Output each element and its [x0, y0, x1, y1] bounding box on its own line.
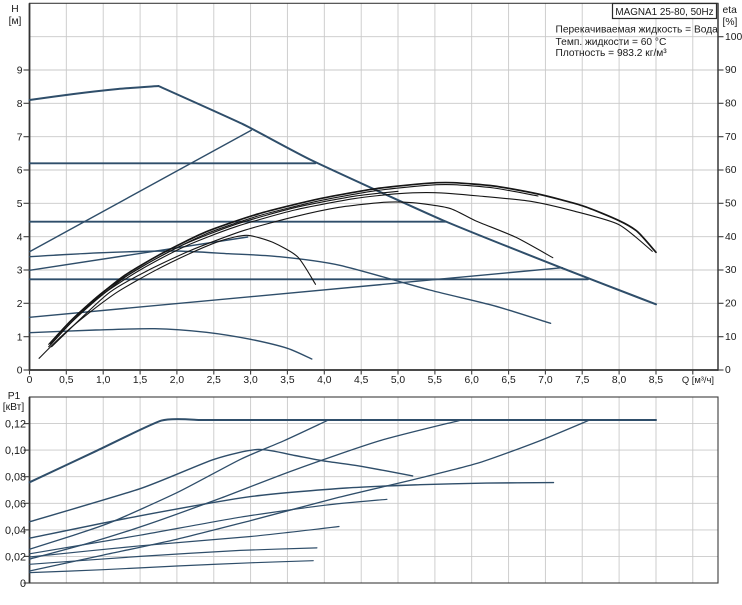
svg-text:50: 50 — [725, 199, 737, 210]
svg-text:[м]: [м] — [9, 16, 22, 27]
svg-text:7,0: 7,0 — [538, 375, 553, 386]
svg-text:4,0: 4,0 — [317, 375, 332, 386]
svg-text:100: 100 — [725, 32, 742, 43]
svg-text:1,0: 1,0 — [96, 375, 111, 386]
svg-text:7: 7 — [17, 132, 23, 143]
svg-text:0,06: 0,06 — [5, 498, 26, 510]
svg-text:6,5: 6,5 — [501, 375, 516, 386]
svg-text:3: 3 — [17, 266, 23, 277]
svg-text:70: 70 — [725, 132, 737, 143]
svg-text:[%]: [%] — [723, 17, 738, 28]
svg-text:Перекачиваемая жидкость = Вода: Перекачиваемая жидкость = Вода — [556, 25, 719, 36]
svg-text:0,12: 0,12 — [5, 419, 26, 431]
svg-text:Темп. жидкости = 60 °C: Темп. жидкости = 60 °C — [556, 37, 667, 48]
svg-text:0: 0 — [27, 375, 33, 386]
svg-text:4,5: 4,5 — [354, 375, 369, 386]
svg-text:6: 6 — [17, 166, 23, 177]
svg-text:3,0: 3,0 — [243, 375, 258, 386]
svg-text:H: H — [11, 4, 18, 15]
svg-text:Q [м³/ч]: Q [м³/ч] — [682, 374, 714, 385]
svg-text:6,0: 6,0 — [465, 375, 480, 386]
svg-text:0: 0 — [17, 366, 23, 377]
svg-text:0,04: 0,04 — [5, 525, 26, 537]
svg-text:0,08: 0,08 — [5, 472, 26, 484]
svg-text:2: 2 — [17, 299, 23, 310]
svg-text:2,5: 2,5 — [207, 375, 222, 386]
svg-text:7,5: 7,5 — [575, 375, 590, 386]
svg-text:5: 5 — [17, 199, 23, 210]
svg-text:20: 20 — [725, 299, 737, 310]
svg-text:8,5: 8,5 — [649, 375, 664, 386]
svg-text:8: 8 — [17, 99, 23, 110]
svg-text:60: 60 — [725, 165, 737, 176]
svg-text:0,10: 0,10 — [5, 445, 26, 457]
svg-text:2,0: 2,0 — [170, 375, 185, 386]
svg-text:P1: P1 — [8, 391, 21, 402]
svg-text:0: 0 — [20, 578, 26, 590]
svg-text:5,0: 5,0 — [391, 375, 406, 386]
svg-text:1: 1 — [17, 332, 23, 343]
svg-text:9: 9 — [17, 66, 23, 77]
svg-text:10: 10 — [725, 332, 737, 343]
svg-text:8,0: 8,0 — [612, 375, 627, 386]
svg-text:[кВт]: [кВт] — [3, 402, 25, 413]
svg-text:MAGNA1 25-80, 50Hz: MAGNA1 25-80, 50Hz — [615, 7, 713, 18]
svg-text:90: 90 — [725, 65, 737, 76]
svg-text:40: 40 — [725, 232, 737, 243]
svg-text:30: 30 — [725, 265, 737, 276]
svg-text:Плотность = 983.2 кг/м³: Плотность = 983.2 кг/м³ — [556, 48, 668, 59]
svg-text:4: 4 — [17, 232, 23, 243]
svg-text:5,5: 5,5 — [428, 375, 443, 386]
svg-text:3,5: 3,5 — [280, 375, 295, 386]
svg-text:0: 0 — [725, 365, 731, 376]
svg-text:80: 80 — [725, 99, 737, 110]
svg-text:0,02: 0,02 — [5, 551, 26, 563]
svg-text:0,5: 0,5 — [59, 375, 74, 386]
svg-text:eta: eta — [723, 5, 738, 16]
svg-text:1,5: 1,5 — [133, 375, 148, 386]
